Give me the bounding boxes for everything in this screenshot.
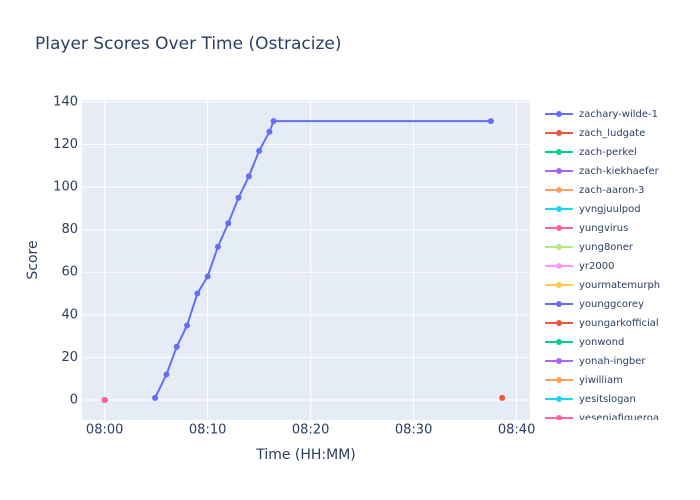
legend-marker[interactable] — [556, 301, 562, 307]
grid — [82, 100, 530, 420]
data-point — [270, 118, 277, 125]
legend-marker[interactable] — [556, 396, 562, 402]
marks — [101, 118, 506, 403]
legend-marker[interactable] — [556, 263, 562, 269]
legend-label[interactable]: youngarkofficial — [579, 318, 659, 329]
data-point — [245, 173, 252, 180]
legend-label[interactable]: zach-perkel — [579, 147, 637, 158]
x-tick-label: 08:40 — [498, 423, 535, 438]
legend-marker[interactable] — [556, 225, 562, 231]
legend-label[interactable]: zachary-wilde-1 — [579, 109, 658, 120]
legend-label[interactable]: zach-kiekhaefer — [579, 166, 660, 177]
data-point — [152, 394, 159, 401]
legend[interactable]: zachary-wilde-1 zach_ludgate zach-perkel za… — [545, 109, 660, 424]
legend-marker[interactable] — [556, 339, 562, 345]
x-tick-label: 08:30 — [395, 423, 432, 438]
series-line — [154, 120, 491, 399]
legend-marker[interactable] — [556, 358, 562, 364]
legend-marker[interactable] — [556, 187, 562, 193]
y-tick-label: 80 — [61, 222, 78, 237]
x-tick-label: 08:20 — [292, 423, 329, 438]
chart-title: Player Scores Over Time (Ostracize) — [35, 34, 342, 54]
legend-label[interactable]: yungvirus — [579, 223, 628, 234]
y-tick-label: 40 — [61, 307, 78, 322]
legend-label[interactable]: yonah-ingber — [579, 356, 646, 367]
legend-marker[interactable] — [556, 282, 562, 288]
legend-marker[interactable] — [556, 244, 562, 250]
data-point — [499, 394, 506, 401]
data-point — [101, 396, 108, 403]
legend-label[interactable]: yiwilliam — [579, 375, 623, 386]
data-point — [184, 322, 191, 329]
y-tick-label: 0 — [70, 392, 78, 407]
legend-marker[interactable] — [556, 415, 562, 421]
legend-label[interactable]: zach_ludgate — [579, 128, 645, 139]
data-point — [487, 118, 494, 125]
x-axis-label: Time (HH:MM) — [255, 447, 356, 463]
x-tick-label: 08:00 — [86, 423, 123, 438]
data-point — [194, 290, 201, 297]
legend-marker[interactable] — [556, 377, 562, 383]
data-point — [266, 128, 273, 135]
legend-marker[interactable] — [556, 130, 562, 136]
data-point — [214, 243, 221, 250]
y-tick-label: 120 — [53, 137, 78, 152]
legend-label[interactable]: yeseniafigueroa — [579, 413, 659, 424]
y-tick-label: 100 — [53, 180, 78, 195]
data-point — [173, 343, 180, 350]
legend-label[interactable]: yourmatemurph — [579, 280, 660, 291]
legend-label[interactable]: yonwond — [579, 337, 624, 348]
data-point — [204, 273, 211, 280]
y-axis-label: Score — [25, 240, 41, 279]
legend-label[interactable]: younggcorey — [579, 299, 644, 310]
legend-label[interactable]: yvngjuulpod — [579, 204, 641, 215]
data-point — [235, 194, 242, 201]
legend-marker[interactable] — [556, 168, 562, 174]
plot-area — [82, 100, 530, 420]
legend-label[interactable]: yesitslogan — [579, 394, 636, 405]
legend-label[interactable]: yr2000 — [579, 261, 614, 272]
legend-marker[interactable] — [556, 320, 562, 326]
y-tick-label: 60 — [61, 265, 78, 280]
data-point — [163, 371, 170, 378]
legend-marker[interactable] — [556, 206, 562, 212]
legend-marker[interactable] — [556, 111, 562, 117]
legend-label[interactable]: zach-aaron-3 — [579, 185, 644, 196]
y-tick-label: 20 — [61, 350, 78, 365]
data-point — [256, 147, 263, 154]
y-tick-label: 140 — [53, 94, 78, 109]
legend-marker[interactable] — [556, 149, 562, 155]
data-point — [225, 220, 232, 227]
x-tick-label: 08:10 — [189, 423, 226, 438]
legend-label[interactable]: yung8oner — [579, 242, 634, 253]
